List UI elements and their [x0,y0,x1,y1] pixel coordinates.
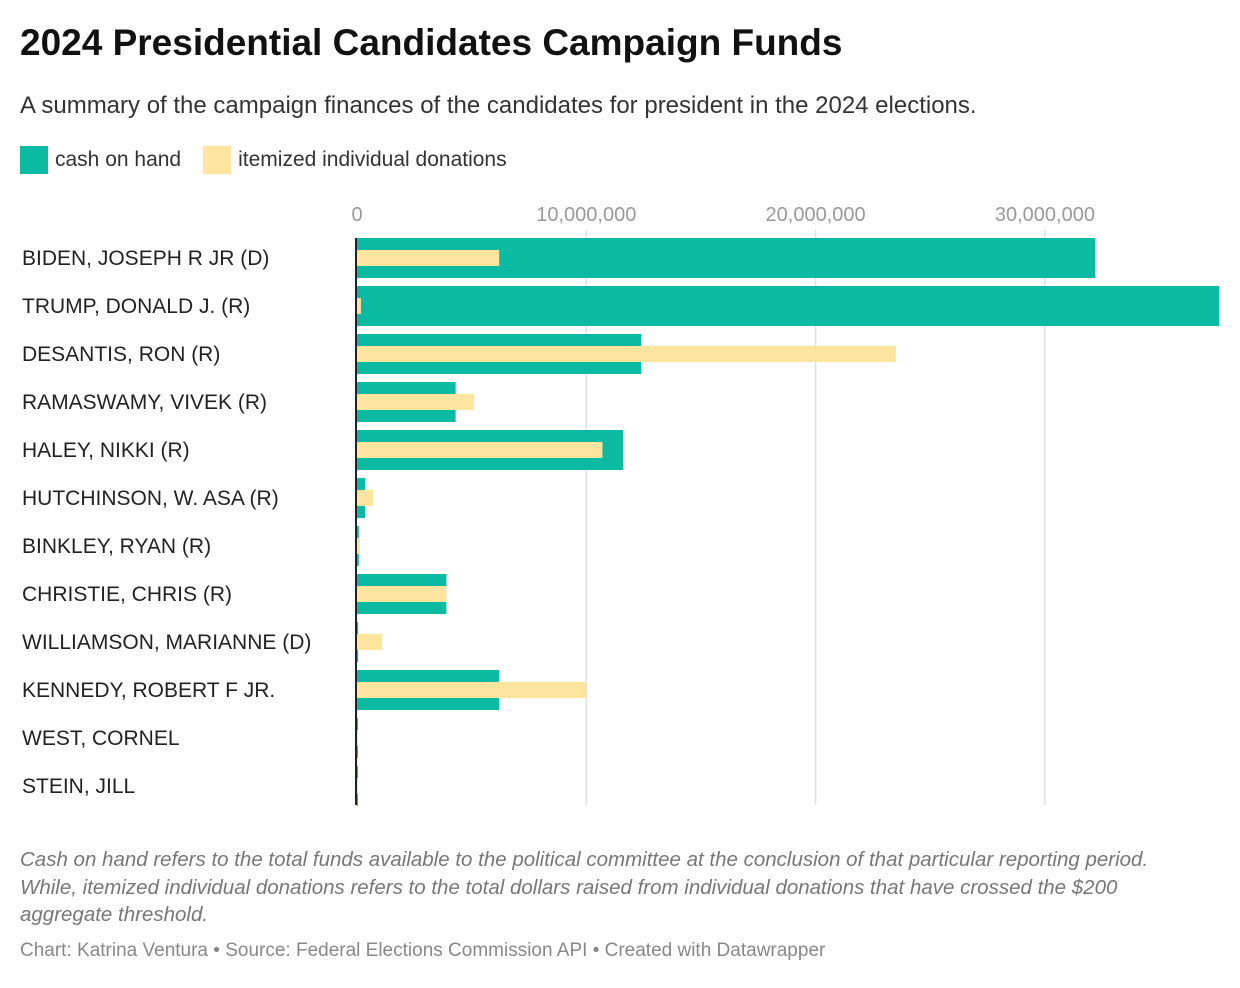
bar-cash-on-hand [357,286,1220,326]
legend-swatch-cash [20,146,48,174]
bar-itemized-donations [357,346,896,362]
chart-credit: Chart: Katrina Ventura • Source: Federal… [20,940,826,961]
category-label: BIDEN, JOSEPH R JR (D) [22,247,269,270]
category-label: RAMASWAMY, VIVEK (R) [22,391,267,414]
category-label: TRUMP, DONALD J. (R) [22,295,250,318]
bar-itemized-donations [357,730,358,746]
legend-swatch-itemized [203,146,232,174]
bar-itemized-donations [357,682,587,698]
chart-note: Cash on hand refers to the total funds a… [20,848,1149,926]
x-tick-label: 10,000,000 [536,204,636,226]
legend: cash on hand itemized individual donatio… [20,146,507,174]
bar-itemized-donations [357,634,383,650]
category-label: WEST, CORNEL [22,727,180,750]
x-tick-label: 0 [351,204,362,226]
category-label: HALEY, NIKKI (R) [22,439,190,462]
legend-item-cash: cash on hand [20,146,181,174]
bar-itemized-donations [357,298,361,314]
bar-itemized-donations [357,394,474,410]
legend-label: cash on hand [55,148,182,171]
bar-itemized-donations [357,250,500,266]
bar-itemized-donations [357,586,447,602]
category-label: WILLIAMSON, MARIANNE (D) [22,631,311,654]
category-label: BINKLEY, RYAN (R) [22,535,211,558]
legend-item-itemized: itemized individual donations [203,146,507,174]
bar-itemized-donations [357,442,603,458]
bar-itemized-donations [357,538,360,554]
x-tick-label: 20,000,000 [766,204,866,226]
category-label: KENNEDY, ROBERT F JR. [22,679,275,702]
category-label: DESANTIS, RON (R) [22,343,220,366]
category-label: STEIN, JILL [22,775,135,798]
bar-itemized-donations [357,490,374,506]
category-label: CHRISTIE, CHRIS (R) [22,583,232,606]
chart-subtitle: A summary of the campaign finances of th… [20,92,977,119]
chart-title: 2024 Presidential Candidates Campaign Fu… [20,22,843,63]
bar-itemized-donations [357,778,358,794]
legend-label: itemized individual donations [238,148,507,171]
category-label: HUTCHINSON, W. ASA (R) [22,487,279,510]
x-tick-label: 30,000,000 [995,204,1095,226]
